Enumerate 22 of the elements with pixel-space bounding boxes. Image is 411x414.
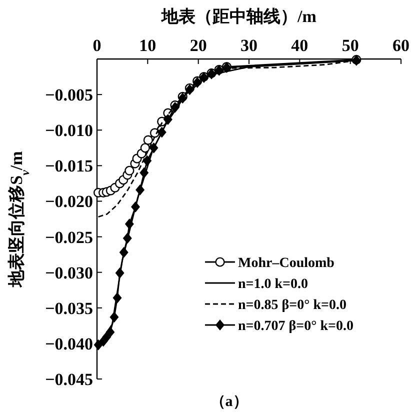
legend-label: n=0.85 β=0° k=0.0 <box>238 298 346 313</box>
y-tick-label: −0.035 <box>45 298 93 318</box>
y-tick-label: −0.010 <box>45 121 93 140</box>
x-tick-label: 50 <box>342 36 359 55</box>
x-tick-label: 40 <box>291 36 308 55</box>
x-tick-label: 10 <box>139 36 156 55</box>
y-tick-label: −0.015 <box>45 156 93 176</box>
y-tick-label: −0.045 <box>45 370 93 389</box>
y-tick-label: −0.025 <box>45 228 93 247</box>
legend-label: n=1.0 k=0.0 <box>238 277 308 292</box>
legend-label: n=0.707 β=0° k=0.0 <box>238 319 354 334</box>
x-tick-label: 0 <box>92 36 102 55</box>
legend-label: Mohr–Coulomb <box>238 256 335 271</box>
y-tick-label: −0.040 <box>45 334 93 354</box>
y-tick-label: −0.005 <box>45 86 93 105</box>
x-tick-label: 30 <box>240 36 258 55</box>
y-tick-label: −0.030 <box>45 263 93 282</box>
x-tick-label: 20 <box>190 36 207 55</box>
y-tick-label: −0.020 <box>45 192 93 212</box>
x-axis-title: 地表（距中轴线）/m <box>160 7 316 26</box>
text: （a） <box>210 394 248 410</box>
x-tick-label: 60 <box>392 36 410 55</box>
